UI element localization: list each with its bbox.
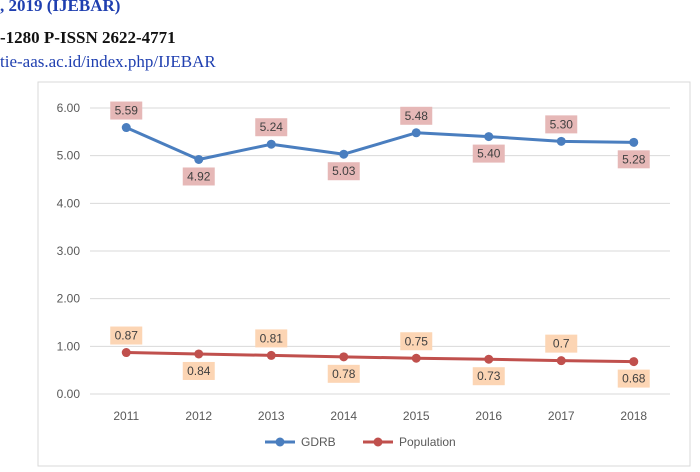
data-label-box	[327, 162, 360, 181]
data-point	[556, 356, 566, 366]
data-point	[339, 149, 349, 159]
data-point	[266, 350, 276, 360]
x-tick-label: 2017	[548, 409, 575, 423]
x-axis-ticks: 2011 2012 2013 2014 2015 2016 2017 2018	[113, 409, 647, 423]
data-label: 5.03	[332, 164, 356, 178]
data-label-box	[182, 167, 215, 186]
issn-line: -1280 P-ISSN 2622-4771	[0, 28, 176, 47]
data-point	[121, 123, 131, 133]
data-label-box	[327, 364, 360, 383]
data-label: 5.24	[260, 120, 284, 134]
y-tick-label: 4.00	[57, 196, 81, 210]
data-point	[484, 132, 494, 142]
x-tick-label: 2018	[620, 409, 647, 423]
data-label: 5.30	[550, 117, 574, 131]
legend-marker	[373, 437, 383, 447]
data-label: 0.68	[622, 372, 646, 386]
chart-frame	[37, 81, 691, 467]
legend: GDRB Population	[265, 435, 456, 449]
x-tick-label: 2015	[403, 409, 430, 423]
data-label-box	[545, 334, 578, 353]
y-tick-label: 5.00	[57, 149, 81, 163]
x-tick-label: 2011	[113, 409, 139, 423]
legend-marker	[275, 437, 285, 447]
data-label: 5.28	[622, 152, 646, 166]
data-labels: 5.59 4.92 5.24 5.03 5.48 5.40 5.30 5.28 0.87 0.84…	[110, 101, 650, 388]
data-label: 0.7	[553, 337, 570, 351]
x-tick-label: 2013	[258, 409, 285, 423]
x-tick-label: 2016	[475, 409, 502, 423]
data-point	[629, 137, 639, 147]
data-label-box	[545, 115, 578, 134]
data-point	[194, 154, 204, 164]
data-point	[629, 357, 639, 367]
data-label-box	[472, 367, 505, 386]
data-point	[121, 348, 131, 358]
y-tick-label: 6.00	[57, 101, 81, 115]
data-label-box	[255, 329, 288, 348]
data-point	[556, 136, 566, 146]
legend-label: Population	[399, 435, 456, 449]
data-label: 0.73	[477, 369, 501, 383]
data-point	[411, 353, 421, 363]
data-label-box	[617, 150, 650, 169]
y-tick-label: 3.00	[57, 244, 81, 258]
data-point	[411, 128, 421, 138]
y-tick-label: 1.00	[57, 339, 81, 353]
series-lines	[121, 123, 639, 367]
y-tick-label: 2.00	[57, 292, 81, 306]
data-label-box	[255, 118, 288, 137]
y-axis-ticks: 0.00 1.00 2.00 3.00 4.00 5.00 6.00	[57, 101, 81, 401]
data-label-box	[400, 332, 433, 351]
data-point	[339, 352, 349, 362]
data-label: 5.48	[405, 109, 429, 123]
data-label-box	[110, 326, 143, 345]
data-point	[484, 354, 494, 364]
legend-label: GDRB	[301, 435, 336, 449]
data-label: 0.81	[260, 331, 284, 345]
series-line	[125, 126, 634, 161]
data-label: 5.59	[115, 104, 139, 118]
data-point	[266, 139, 276, 149]
data-label-box	[617, 369, 650, 388]
data-point	[194, 349, 204, 359]
x-tick-label: 2014	[330, 409, 357, 423]
data-label: 0.87	[115, 329, 139, 343]
journal-title-line: , 2019 (IJEBAR)	[0, 0, 121, 15]
journal-url-line: tie-aas.ac.id/index.php/IJEBAR	[0, 52, 216, 71]
y-tick-label: 0.00	[57, 387, 81, 401]
data-label: 5.40	[477, 147, 501, 161]
data-label: 4.92	[187, 169, 211, 183]
data-label-box	[110, 101, 143, 120]
data-label-box	[400, 106, 433, 125]
data-label-box	[472, 144, 505, 163]
data-label: 0.75	[405, 334, 429, 348]
x-tick-label: 2012	[185, 409, 212, 423]
data-label: 0.84	[187, 364, 211, 378]
series-line	[126, 351, 634, 364]
data-label-box	[182, 361, 215, 380]
data-label: 0.78	[332, 367, 356, 381]
